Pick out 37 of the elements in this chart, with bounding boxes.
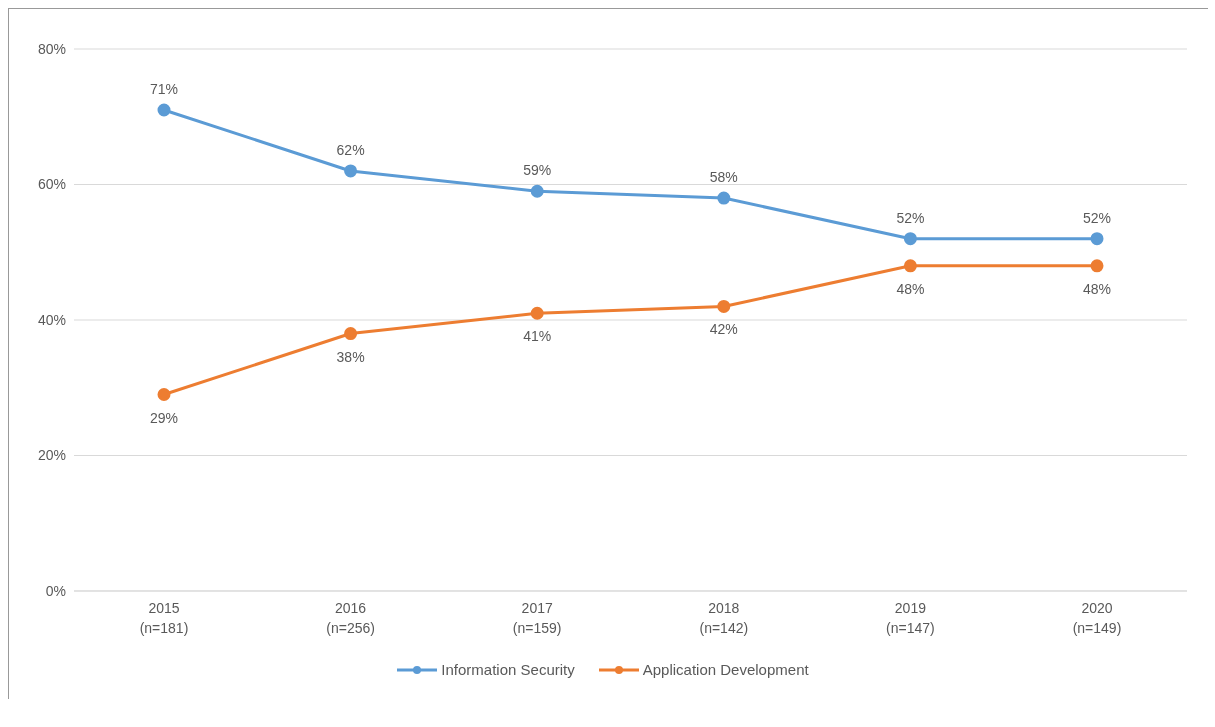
data-label: 42%: [709, 321, 738, 338]
data-label: 48%: [896, 280, 925, 297]
data-label: 62%: [336, 141, 365, 158]
point: [1090, 232, 1104, 246]
point: [157, 103, 171, 117]
data-label: 52%: [1082, 209, 1112, 226]
data-label: 58%: [709, 169, 738, 186]
data-label: 59%: [523, 162, 552, 179]
x-tick-label: 2020 (n=149): [1072, 600, 1122, 636]
point: [717, 299, 731, 313]
point: [157, 388, 171, 402]
y-tick-label: 60%: [37, 176, 66, 193]
y-tick-label: 40%: [37, 311, 66, 328]
x-tick-label: 2019 (n=147): [886, 600, 935, 636]
point: [717, 191, 731, 205]
point: [530, 184, 544, 198]
point: [530, 306, 544, 320]
point: [344, 327, 358, 341]
point: [903, 259, 917, 273]
point: [903, 232, 917, 246]
y-tick-label: 20%: [37, 447, 66, 464]
y-tick-label: 0%: [45, 582, 66, 599]
data-label: 71%: [149, 80, 179, 97]
data-label: 48%: [1082, 280, 1112, 297]
x-tick-label: 2015 (n=181): [139, 600, 189, 636]
y-tick-label: 80%: [37, 40, 66, 57]
x-tick-label: 2016 (n=256): [326, 600, 375, 636]
x-tick-label: 2017 (n=159): [512, 600, 562, 636]
data-label: 41%: [523, 328, 552, 345]
legend-label: Application Development: [642, 661, 809, 678]
data-label: 29%: [149, 409, 179, 426]
x-tick-label: 2018 (n=142): [699, 600, 749, 636]
point: [344, 164, 358, 178]
data-label: 52%: [896, 209, 925, 226]
data-label: 38%: [336, 348, 365, 365]
point: [1090, 259, 1104, 273]
legend-label: Information Security: [441, 661, 575, 678]
